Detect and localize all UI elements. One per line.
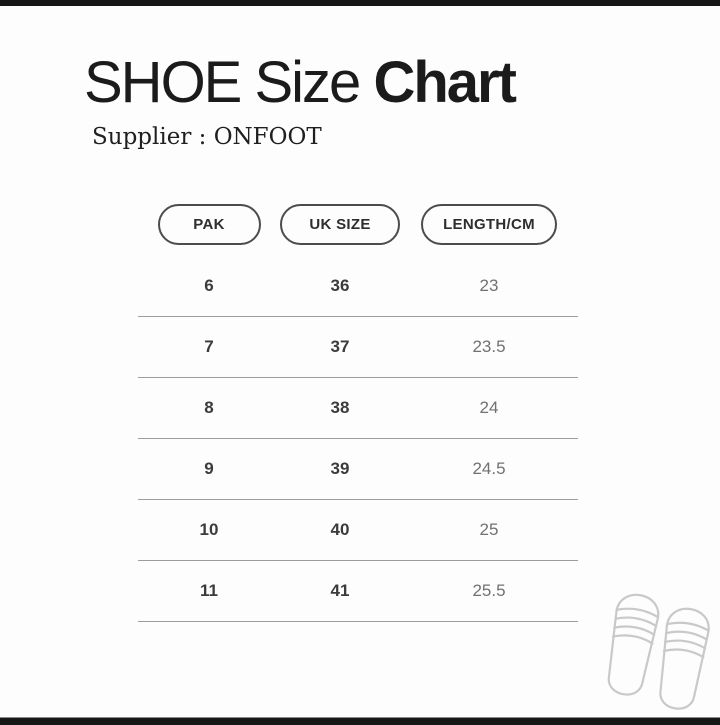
cell-uk-size: 38 [330,398,350,417]
cell-pak: 10 [199,520,219,539]
cell-length-cm: 23.5 [472,337,506,356]
table-row: 6 36 23 [138,256,578,317]
cell-uk-size: 37 [330,337,350,356]
table-row: 8 38 24 [138,378,578,439]
cell-length-cm: 24 [479,398,499,417]
page-title-bold: Chart [373,50,516,115]
cell-length-cm: 24.5 [472,459,506,478]
page-title: SHOE Size Chart [84,54,517,112]
page-title-regular: SHOE Size [84,50,374,115]
cell-uk-size: 39 [330,459,350,478]
cell-length-cm: 25.5 [472,581,506,600]
top-frame-bar [0,0,720,6]
table-row: 7 37 23.5 [138,317,578,378]
bottom-frame-bar [0,717,720,725]
cell-uk-size: 36 [330,276,350,295]
table-row: 11 41 25.5 [138,561,578,622]
cell-pak: 7 [204,337,214,356]
cell-pak: 9 [204,459,214,478]
length-cm-header-pill: LENGTH/CM [421,204,557,245]
uk-size-header-pill: UK SIZE [280,204,400,245]
header-col-length-cm: LENGTH/CM [400,204,578,247]
slippers-icon [607,593,710,710]
table-row: 9 39 24.5 [138,439,578,500]
table-row: 10 40 25 [138,500,578,561]
cell-uk-size: 41 [330,581,350,600]
supplier-label: Supplier : ONFOOT [92,124,322,150]
cell-pak: 11 [200,581,218,600]
size-table-header: PAK UK SIZE LENGTH/CM [138,204,578,247]
header-col-uk-size: UK SIZE [280,204,400,247]
pak-header-pill: PAK [157,204,261,245]
cell-length-cm: 25 [479,520,499,539]
header-col-pak: PAK [138,204,280,247]
cell-length-cm: 23 [479,276,499,295]
size-table: PAK UK SIZE LENGTH/CM 6 36 23 7 37 23.5 … [138,204,578,622]
cell-uk-size: 40 [330,520,350,539]
cell-pak: 8 [204,398,214,417]
cell-pak: 6 [204,276,214,295]
